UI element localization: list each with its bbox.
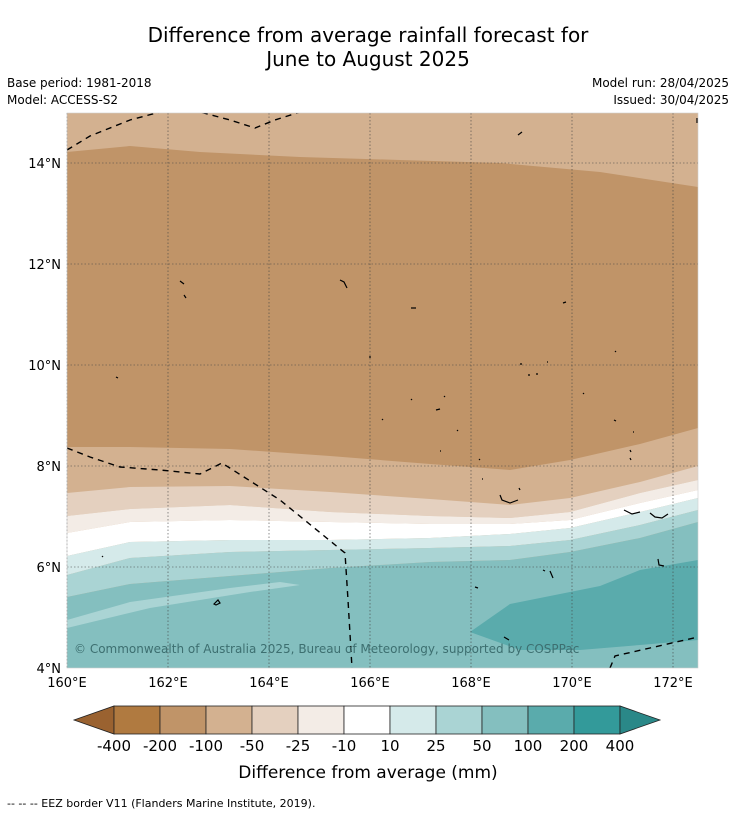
- colorbar-tick-label: -200: [143, 737, 177, 755]
- latitude-labels: 14°N 12°N 10°N 8°N 6°N 4°N: [28, 157, 61, 677]
- band-plus-25-to-50: [67, 510, 698, 597]
- band-minus-25-to-50: [67, 466, 698, 518]
- colorbar-low-extend: [72, 705, 115, 735]
- colorbar-swatch: [159, 705, 207, 735]
- colorbar-tick-label: -100: [189, 737, 223, 755]
- base-period-label: Base period: 1981-2018: [7, 76, 152, 90]
- colorbar-swatch: [527, 705, 575, 735]
- colorbar-swatch: [113, 705, 161, 735]
- colorbar: -400 -200 -100 -50 -25 -10 10 25 50 100 200 400: [72, 705, 662, 755]
- colorbar-swatch: [251, 705, 299, 735]
- copyright-notice: © Commonwealth of Australia 2025, Bureau…: [74, 642, 579, 656]
- colorbar-tick-label: 10: [380, 737, 399, 755]
- lat-label: 8°N: [37, 460, 62, 475]
- map-title-line1: Difference from average rainfall forecas…: [147, 23, 589, 47]
- colorbar-tick-label: 25: [426, 737, 445, 755]
- map-title-line2: June to August 2025: [266, 47, 470, 71]
- colorbar-swatch: [435, 705, 483, 735]
- band-minus-10-to-25: [67, 480, 698, 533]
- model-run-label: Model run: 28/04/2025: [591, 76, 729, 90]
- map-figure: © Commonwealth of Australia 2025, Bureau…: [28, 112, 699, 783]
- lon-label: 168°E: [451, 676, 491, 691]
- lon-label: 160°E: [47, 676, 87, 691]
- lon-label: 162°E: [148, 676, 188, 691]
- colorbar-title: Difference from average (mm): [238, 763, 497, 783]
- band-plus-100-to-200: [470, 560, 698, 650]
- colorbar-swatch: [205, 705, 253, 735]
- graticule: [67, 113, 698, 668]
- colorbar-tick-label: -10: [332, 737, 357, 755]
- colorbar-swatch: [573, 705, 621, 735]
- colorbar-tick-label: 200: [560, 737, 589, 755]
- lat-label: 10°N: [28, 359, 61, 374]
- colorbar-tick-label: 400: [606, 737, 635, 755]
- longitude-labels: 160°E 162°E 164°E 166°E 168°E 170°E 172°…: [47, 676, 693, 691]
- colorbar-tick-label: -25: [286, 737, 311, 755]
- lon-label: 166°E: [350, 676, 390, 691]
- lon-label: 164°E: [249, 676, 289, 691]
- band-near-average: [67, 490, 698, 556]
- colorbar-tick-label: -50: [240, 737, 265, 755]
- lon-label: 170°E: [552, 676, 592, 691]
- lat-label: 14°N: [28, 157, 61, 172]
- issued-label: Issued: 30/04/2025: [613, 93, 729, 107]
- lat-label: 6°N: [37, 561, 62, 576]
- band-minus-100-to-200: [67, 146, 698, 470]
- eez-footnote: -- -- -- EEZ border V11 (Flanders Marine…: [7, 797, 316, 810]
- eez-border: [67, 113, 698, 668]
- colorbar-swatch: [481, 705, 529, 735]
- lat-label: 4°N: [37, 662, 62, 677]
- colorbar-swatch: [343, 705, 391, 735]
- colorbar-swatch: [297, 705, 345, 735]
- colorbar-tick-label: -400: [97, 737, 131, 755]
- colorbar-swatch: [389, 705, 437, 735]
- lon-label: 172°E: [653, 676, 693, 691]
- map-frame: [66, 112, 699, 669]
- colorbar-high-extend: [619, 705, 662, 735]
- band-plus-25-to-50-lobe: [67, 582, 300, 628]
- model-label: Model: ACCESS-S2: [7, 93, 119, 107]
- colorbar-tick-label: 100: [514, 737, 543, 755]
- rainfall-anomaly-field: [67, 113, 698, 668]
- islands: [101, 118, 698, 641]
- colorbar-tick-label: 50: [472, 737, 491, 755]
- lat-label: 12°N: [28, 258, 61, 273]
